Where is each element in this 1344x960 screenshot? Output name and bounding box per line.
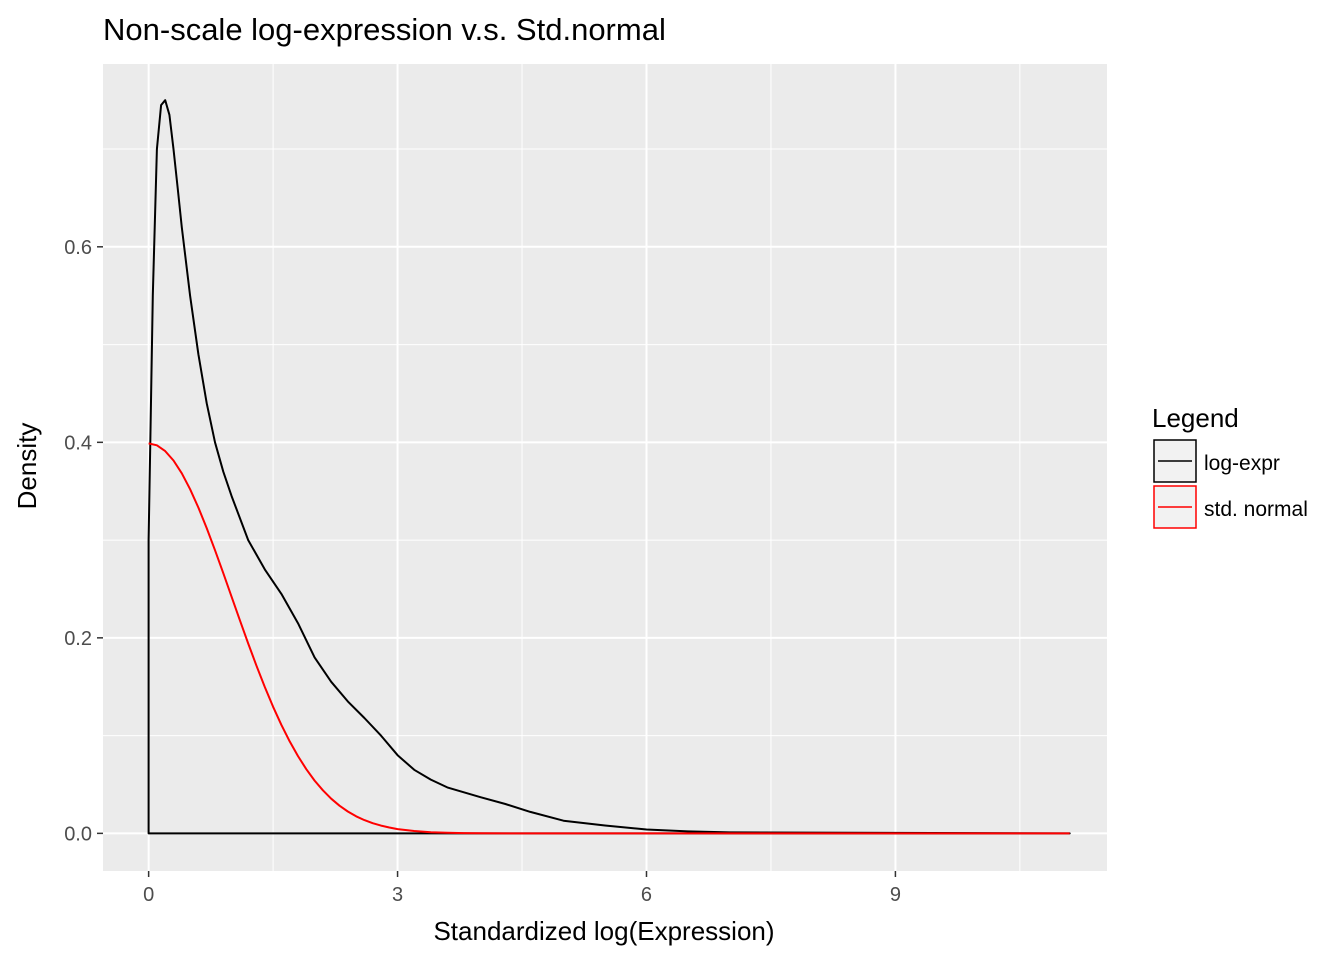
- y-axis-ticks: 0.0 0.2 0.4 0.6: [64, 237, 103, 845]
- y-tick-label: 0.4: [64, 432, 92, 454]
- legend-item-std-normal: std. normal: [1153, 485, 1308, 529]
- legend-label-std-normal: std. normal: [1204, 498, 1308, 521]
- plot-panel: [103, 64, 1107, 871]
- y-axis-title: Density: [12, 423, 42, 510]
- legend-label-log-expr: log-expr: [1204, 452, 1280, 475]
- x-tick-label: 3: [392, 884, 403, 906]
- chart-title: Non-scale log-expression v.s. Std.normal: [103, 12, 666, 47]
- legend-item-log-expr: log-expr: [1153, 439, 1280, 483]
- series-line-std-normal: [148, 442, 1070, 835]
- x-tick-label: 6: [641, 884, 652, 906]
- x-tick-label: 9: [890, 884, 901, 906]
- y-tick-label: 0.6: [64, 237, 92, 259]
- minor-gridlines: [103, 64, 1107, 871]
- series-layer: [147, 99, 1071, 835]
- y-tick-label: 0.2: [64, 628, 92, 650]
- legend: Legend log-expr std. normal: [1152, 403, 1308, 529]
- legend-title: Legend: [1152, 403, 1239, 433]
- y-tick-label: 0.0: [64, 823, 92, 845]
- x-axis-ticks: 0 3 6 9: [143, 871, 901, 906]
- series-line-log-expr: [147, 99, 1071, 835]
- x-axis-title: Standardized log(Expression): [433, 916, 774, 946]
- x-tick-label: 0: [143, 884, 154, 906]
